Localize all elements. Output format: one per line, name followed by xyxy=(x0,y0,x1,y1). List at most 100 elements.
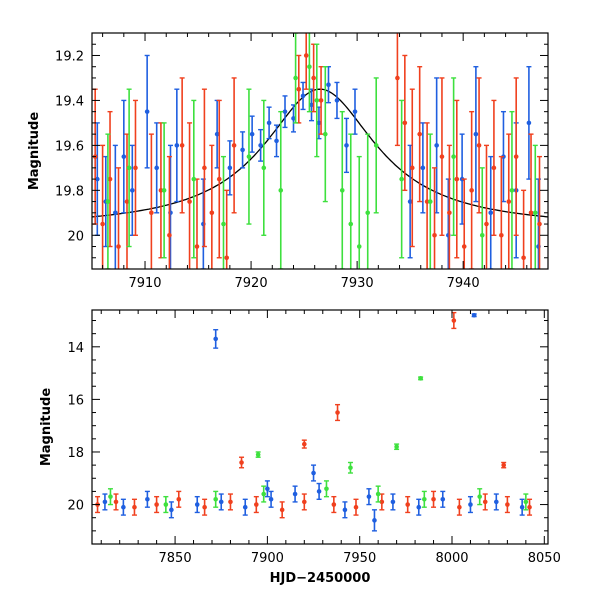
data-point xyxy=(537,155,543,269)
data-point xyxy=(121,99,127,214)
data-point xyxy=(402,54,408,192)
data-point xyxy=(473,66,479,203)
data-point xyxy=(311,464,317,482)
data-point xyxy=(416,498,422,516)
data-point xyxy=(303,33,309,90)
data-point xyxy=(390,493,396,511)
data-point xyxy=(469,110,475,269)
data-point xyxy=(174,88,180,203)
data-point xyxy=(191,99,197,259)
plot-frame xyxy=(91,309,549,545)
data-point xyxy=(348,133,354,269)
data-point xyxy=(523,493,529,511)
data-point xyxy=(421,490,427,508)
data-point xyxy=(161,122,167,259)
data-point xyxy=(418,376,424,381)
data-point xyxy=(420,122,426,214)
data-point xyxy=(339,110,345,269)
data-point xyxy=(477,488,483,506)
data-point xyxy=(264,480,270,498)
data-point xyxy=(371,509,377,532)
data-point xyxy=(168,501,174,519)
data-point xyxy=(154,495,160,514)
data-point xyxy=(427,133,433,269)
data-point xyxy=(292,485,298,503)
data-point xyxy=(405,495,411,514)
data-point xyxy=(491,99,497,236)
data-point xyxy=(532,144,538,269)
data-point xyxy=(129,144,135,236)
y-tick-label: 18 xyxy=(67,446,84,461)
data-point xyxy=(467,495,473,514)
data-point xyxy=(144,54,150,169)
data-point xyxy=(187,122,193,269)
data-point xyxy=(394,443,400,451)
series-red xyxy=(95,311,533,519)
data-point xyxy=(526,66,532,180)
data-point xyxy=(266,106,272,140)
data-point xyxy=(132,99,138,236)
data-point xyxy=(451,77,457,236)
data-point xyxy=(213,490,219,508)
data-point xyxy=(501,461,507,469)
data-point xyxy=(476,77,482,214)
data-point xyxy=(261,485,267,503)
data-point xyxy=(365,133,371,269)
data-point xyxy=(240,131,246,169)
data-point xyxy=(352,88,358,135)
data-point xyxy=(325,66,331,104)
data-point xyxy=(424,122,430,269)
data-point xyxy=(116,167,122,269)
data-point xyxy=(314,43,320,158)
data-point xyxy=(399,99,405,259)
y-tick-label: 20 xyxy=(67,499,84,514)
data-point xyxy=(394,33,400,147)
data-point xyxy=(293,33,299,124)
data-point xyxy=(342,501,348,519)
data-point xyxy=(105,133,111,269)
data-point xyxy=(112,144,118,269)
data-point xyxy=(213,329,219,349)
data-point xyxy=(279,501,285,519)
data-point xyxy=(202,498,208,516)
data-point xyxy=(227,140,233,196)
data-point xyxy=(179,77,185,214)
plot-area xyxy=(95,311,533,532)
x-tick-label: 7920 xyxy=(235,276,268,291)
data-point xyxy=(309,88,315,122)
data-point xyxy=(344,117,350,174)
data-point xyxy=(353,498,359,516)
data-point xyxy=(432,167,438,269)
data-point xyxy=(126,88,132,248)
y-axis-label: Magnitude xyxy=(39,388,54,467)
y-tick-label: 16 xyxy=(67,393,84,408)
data-point xyxy=(331,495,337,514)
series-blue xyxy=(102,312,525,532)
data-point xyxy=(334,81,340,120)
data-point xyxy=(306,33,312,113)
data-point xyxy=(493,493,499,511)
data-point xyxy=(100,144,106,269)
data-point xyxy=(373,77,379,214)
data-point xyxy=(513,77,519,236)
data-point xyxy=(440,490,446,508)
data-point xyxy=(519,498,525,516)
data-point xyxy=(227,493,233,511)
data-point xyxy=(318,66,324,135)
x-tick-label: 7900 xyxy=(251,551,284,566)
data-point xyxy=(148,133,154,269)
data-point xyxy=(409,88,415,248)
panel-top-zoom: 7910 7920 7930 7940 19.2 19.4 19.6 19.8 20 Magnit… xyxy=(27,32,549,291)
x-axis-label: HJD−2450000 xyxy=(270,571,371,586)
y-tick-label: 20 xyxy=(67,229,84,244)
data-point xyxy=(488,155,494,269)
data-point xyxy=(120,498,126,516)
data-point xyxy=(301,493,307,511)
x-tick-label: 7940 xyxy=(447,276,480,291)
data-point xyxy=(102,493,108,511)
y-tick-label: 19.8 xyxy=(55,184,84,199)
x-tick-label: 7950 xyxy=(343,551,376,566)
data-point xyxy=(482,493,488,511)
data-point xyxy=(176,490,182,508)
x-tick-label: 8000 xyxy=(435,551,468,566)
